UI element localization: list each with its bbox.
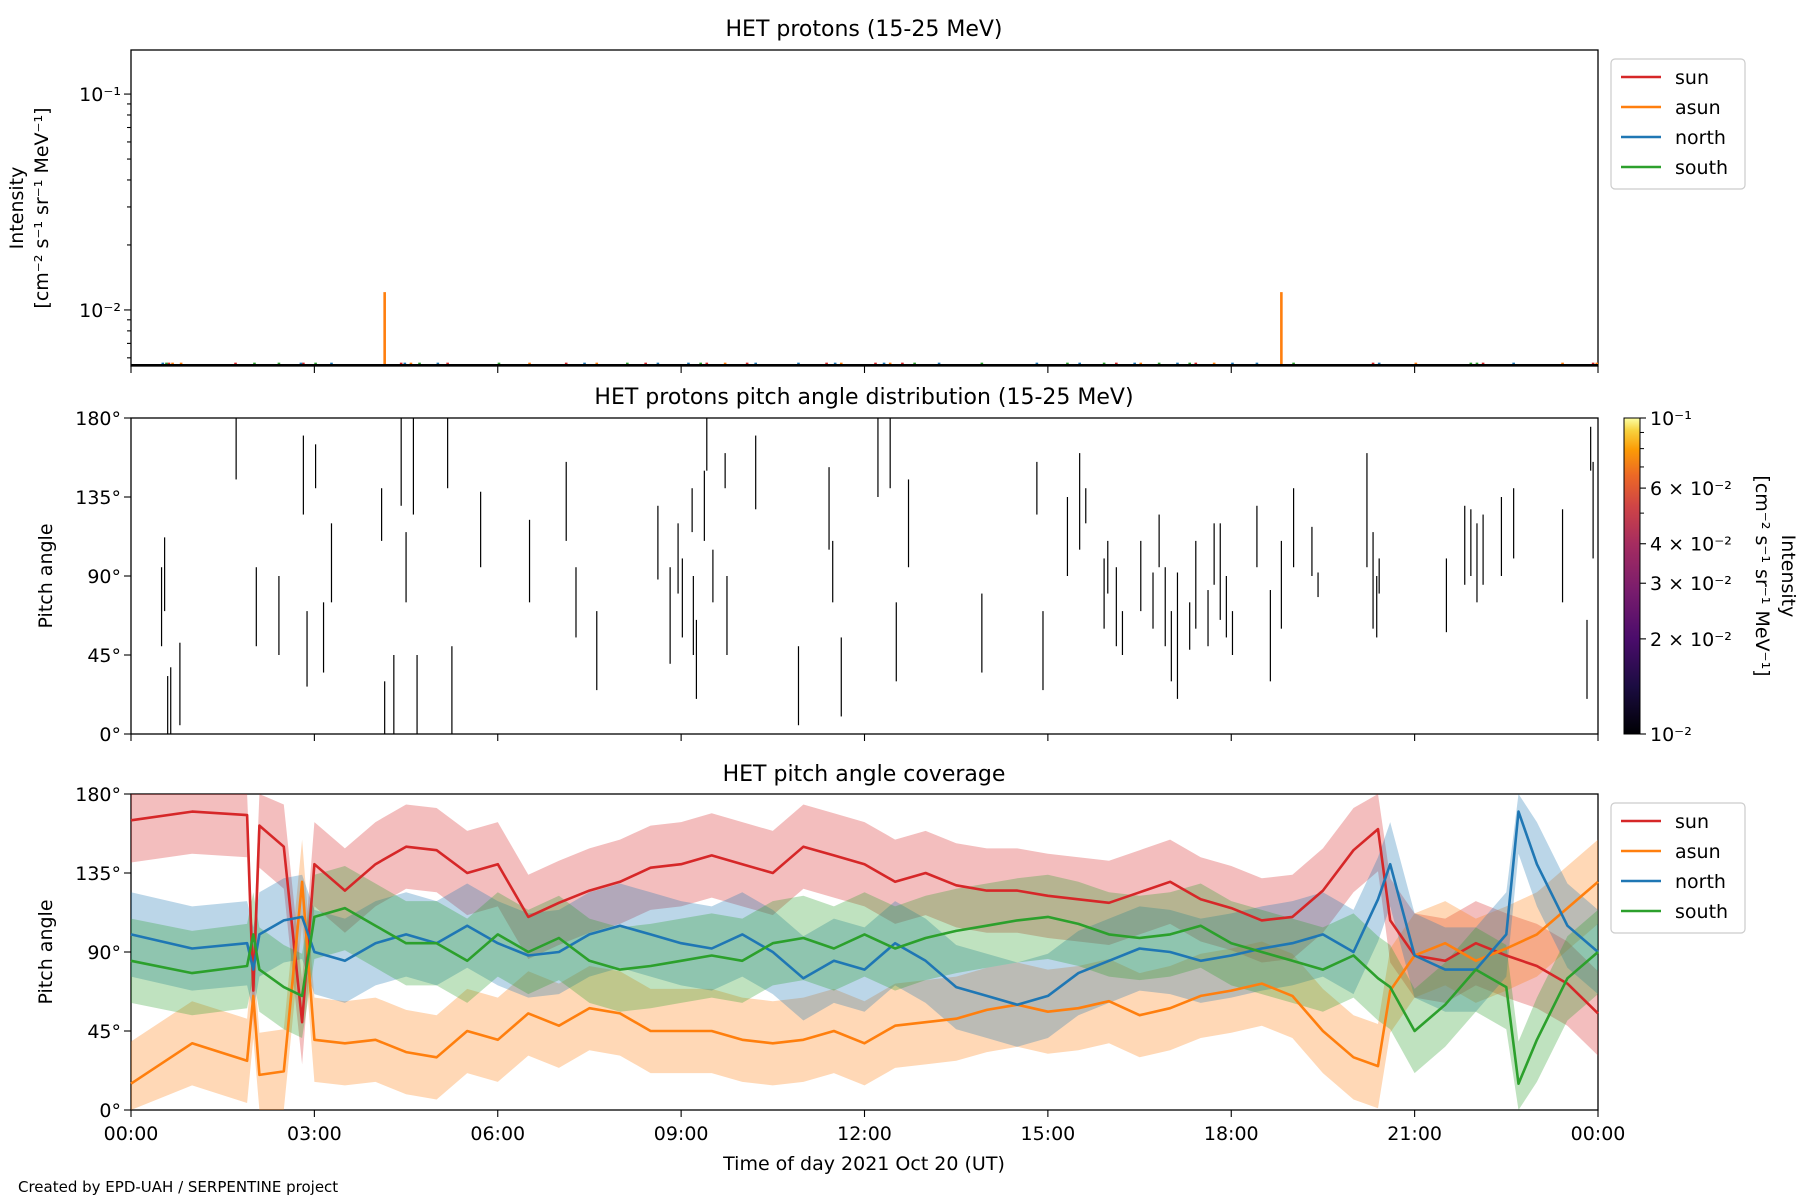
pad-ytick-label-4: 180° (75, 408, 121, 430)
intensity-ytick-label-0: 10⁻¹ (79, 84, 121, 106)
coverage-ytick-label-0: 0° (99, 1100, 121, 1122)
intensity-ylabel-line1: Intensity (6, 167, 28, 250)
intensity-legend: sun asun north south (1610, 58, 1746, 190)
colorbar-tick-label-5: 10⁻² (1650, 724, 1692, 746)
coverage-panel-title: HET pitch angle coverage (723, 762, 1006, 787)
xtick-label-7: 21:00 (1387, 1123, 1442, 1145)
intensity-y-axis: 10⁻¹ 10⁻² (79, 84, 131, 359)
coverage-line-north (130, 810, 1599, 1007)
pad-ytick-label-3: 135° (75, 487, 121, 509)
xtick-label-0: 00:00 (104, 1123, 159, 1145)
intensity-series-group (131, 292, 1599, 366)
pad-ytick-label-2: 90° (87, 566, 121, 588)
coverage-ylabel: Pitch angle (35, 899, 57, 1004)
coverage-series-group (130, 794, 1599, 1110)
pad-panel: HET protons pitch angle distribution (15… (35, 385, 1799, 746)
intensity-panel-title: HET protons (15-25 MeV) (726, 17, 1003, 42)
pad-heatmap-group (160, 418, 1594, 734)
coverage-line-sun (130, 810, 1599, 1024)
coverage-ytick-label-4: 180° (75, 784, 121, 806)
colorbar-tick-label-2: 4 × 10⁻² (1650, 534, 1732, 556)
colorbar-tick-label-3: 3 × 10⁻² (1650, 573, 1732, 595)
colorbar-label-line2: [cm⁻² s⁻¹ sr⁻¹ MeV⁻¹] (1751, 475, 1773, 676)
coverage-legend-label-north: north (1675, 871, 1726, 893)
coverage-panel: HET pitch angle coverage 0° 45° 90° 135° 180… (35, 762, 1746, 1122)
credit-text: Created by EPD-UAH / SERPENTINE project (18, 1178, 338, 1196)
coverage-legend: sun asun north south (1610, 802, 1746, 934)
intensity-plot-area (130, 49, 1599, 367)
coverage-legend-label-asun: asun (1675, 841, 1721, 863)
pad-ytick-label-0: 0° (99, 724, 121, 746)
coverage-band-south (131, 866, 1598, 1110)
coverage-band-sun (131, 794, 1598, 1065)
coverage-y-axis: 0° 45° 90° 135° 180° (75, 784, 131, 1122)
xtick-label-4: 12:00 (837, 1123, 892, 1145)
intensity-legend-box (1610, 58, 1746, 190)
intensity-ylabel-line2: [cm⁻² s⁻¹ sr⁻¹ MeV⁻¹] (31, 107, 53, 308)
pad-y-axis: 0° 45° 90° 135° 180° (75, 408, 131, 746)
colorbar (1623, 417, 1641, 735)
coverage-ytick-label-2: 90° (87, 942, 121, 964)
pad-ylabel: Pitch angle (35, 523, 57, 628)
colorbar-tick-label-0: 10⁻¹ (1650, 408, 1692, 430)
coverage-line-south (130, 906, 1599, 1085)
colorbar-tick-label-4: 2 × 10⁻² (1650, 629, 1732, 651)
intensity-legend-label-asun: asun (1675, 97, 1721, 119)
xtick-label-8: 00:00 (1571, 1123, 1626, 1145)
coverage-band-north (131, 794, 1598, 1047)
pad-ytick-label-1: 45° (87, 645, 121, 667)
intensity-ytick-label-1: 10⁻² (79, 300, 121, 322)
intensity-legend-label-south: south (1675, 157, 1728, 179)
xtick-label-2: 06:00 (470, 1123, 525, 1145)
colorbar-axis: 10⁻¹ 6 × 10⁻² 4 × 10⁻² 3 × 10⁻² 2 × 10⁻² 10⁻² (1640, 408, 1732, 746)
colorbar-label-line1: Intensity (1777, 535, 1799, 618)
colorbar-tick-label-1: 6 × 10⁻² (1650, 478, 1732, 500)
coverage-ytick-label-3: 135° (75, 863, 121, 885)
coverage-line-asun (130, 880, 1599, 1085)
coverage-band-asun (131, 839, 1598, 1110)
xtick-label-6: 18:00 (1204, 1123, 1259, 1145)
intensity-panel: HET protons (15-25 MeV) 10⁻¹ 10⁻² Intensi… (6, 17, 1746, 367)
x-axis-label: Time of day 2021 Oct 20 (UT) (722, 1153, 1005, 1175)
coverage-legend-box (1610, 802, 1746, 934)
pad-panel-title: HET protons pitch angle distribution (15… (594, 385, 1133, 410)
x-axis: 00:00 03:00 06:00 09:00 12:00 15:00 18:00 21:00… (104, 366, 1626, 1145)
intensity-legend-label-sun: sun (1675, 67, 1709, 89)
xtick-label-1: 03:00 (287, 1123, 342, 1145)
pad-plot-area (130, 417, 1599, 735)
coverage-legend-label-sun: sun (1675, 811, 1709, 833)
intensity-legend-label-north: north (1675, 127, 1726, 149)
coverage-legend-label-south: south (1675, 901, 1728, 923)
coverage-ytick-label-1: 45° (87, 1021, 121, 1043)
xtick-label-5: 15:00 (1020, 1123, 1075, 1145)
xtick-label-3: 09:00 (654, 1123, 709, 1145)
